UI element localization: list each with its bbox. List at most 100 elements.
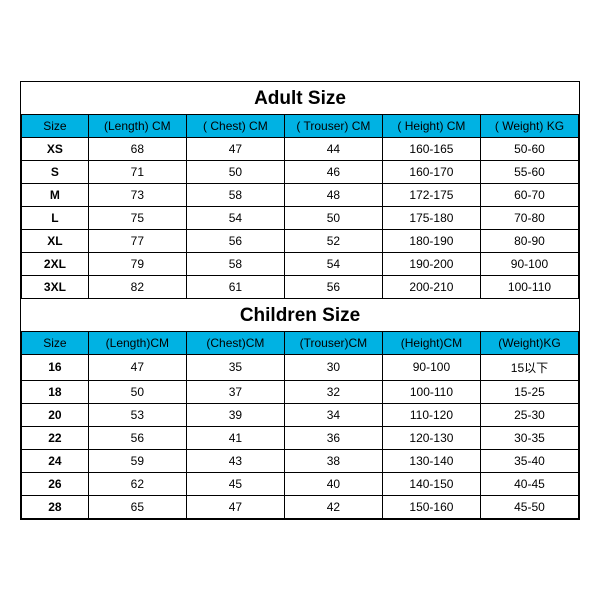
table-row: 24594338130-14035-40 (22, 449, 579, 472)
table-cell: 58 (186, 183, 284, 206)
table-cell: L (22, 206, 89, 229)
table-cell: 3XL (22, 275, 89, 298)
table-cell: 62 (88, 472, 186, 495)
table-cell: 58 (186, 252, 284, 275)
col-header: ( Weight) KG (480, 114, 578, 137)
table-cell: 50 (186, 160, 284, 183)
table-cell: 42 (284, 495, 382, 518)
table-cell: 48 (284, 183, 382, 206)
table-cell: 35 (186, 354, 284, 380)
table-cell: 50 (284, 206, 382, 229)
table-cell: 61 (186, 275, 284, 298)
col-header: (Weight)KG (480, 331, 578, 354)
table-cell: 130-140 (382, 449, 480, 472)
table-row: 1647353090-10015以下 (22, 354, 579, 380)
table-cell: 100-110 (480, 275, 578, 298)
table-cell: 120-130 (382, 426, 480, 449)
table-row: 2XL795854190-20090-100 (22, 252, 579, 275)
table-cell: 30 (284, 354, 382, 380)
table-cell: 37 (186, 380, 284, 403)
col-header: (Length) CM (88, 114, 186, 137)
children-body: 1647353090-10015以下18503732100-11015-2520… (22, 354, 579, 518)
table-cell: 15-25 (480, 380, 578, 403)
col-header: ( Chest) CM (186, 114, 284, 137)
table-cell: 71 (88, 160, 186, 183)
table-cell: 25-30 (480, 403, 578, 426)
table-row: L755450175-18070-80 (22, 206, 579, 229)
col-header: Size (22, 331, 89, 354)
table-row: XL775652180-19080-90 (22, 229, 579, 252)
table-row: S715046160-17055-60 (22, 160, 579, 183)
table-cell: 80-90 (480, 229, 578, 252)
table-cell: 47 (186, 495, 284, 518)
table-cell: 15以下 (480, 354, 578, 380)
table-cell: S (22, 160, 89, 183)
table-row: XS684744160-16550-60 (22, 137, 579, 160)
table-cell: 200-210 (382, 275, 480, 298)
table-cell: 16 (22, 354, 89, 380)
table-cell: 18 (22, 380, 89, 403)
table-cell: 82 (88, 275, 186, 298)
children-title: Children Size (21, 299, 579, 331)
children-table: Size (Length)CM (Chest)CM (Trouser)CM (H… (21, 331, 579, 519)
table-cell: 175-180 (382, 206, 480, 229)
table-cell: 24 (22, 449, 89, 472)
table-cell: 190-200 (382, 252, 480, 275)
col-header: (Length)CM (88, 331, 186, 354)
table-cell: 47 (186, 137, 284, 160)
table-cell: 55-60 (480, 160, 578, 183)
table-cell: 100-110 (382, 380, 480, 403)
table-cell: 54 (284, 252, 382, 275)
table-cell: 52 (284, 229, 382, 252)
adult-body: XS684744160-16550-60S715046160-17055-60M… (22, 137, 579, 298)
table-cell: 60-70 (480, 183, 578, 206)
table-row: 22564136120-13030-35 (22, 426, 579, 449)
table-cell: 38 (284, 449, 382, 472)
size-chart: Adult Size Size (Length) CM ( Chest) CM … (20, 81, 580, 520)
col-header: (Chest)CM (186, 331, 284, 354)
col-header: (Height)CM (382, 331, 480, 354)
table-cell: M (22, 183, 89, 206)
table-cell: 28 (22, 495, 89, 518)
table-cell: 26 (22, 472, 89, 495)
table-cell: 140-150 (382, 472, 480, 495)
col-header: Size (22, 114, 89, 137)
table-cell: 39 (186, 403, 284, 426)
table-cell: 45-50 (480, 495, 578, 518)
table-cell: 41 (186, 426, 284, 449)
table-row: 3XL826156200-210100-110 (22, 275, 579, 298)
table-cell: 77 (88, 229, 186, 252)
col-header: ( Trouser) CM (284, 114, 382, 137)
table-cell: 46 (284, 160, 382, 183)
table-cell: 180-190 (382, 229, 480, 252)
col-header: (Trouser)CM (284, 331, 382, 354)
table-cell: 20 (22, 403, 89, 426)
table-cell: 47 (88, 354, 186, 380)
table-row: 18503732100-11015-25 (22, 380, 579, 403)
table-cell: 73 (88, 183, 186, 206)
table-cell: XS (22, 137, 89, 160)
table-cell: 110-120 (382, 403, 480, 426)
table-row: 26624540140-15040-45 (22, 472, 579, 495)
table-cell: 160-165 (382, 137, 480, 160)
table-cell: 34 (284, 403, 382, 426)
table-row: M735848172-17560-70 (22, 183, 579, 206)
table-cell: 40-45 (480, 472, 578, 495)
table-cell: XL (22, 229, 89, 252)
table-row: 20533934110-12025-30 (22, 403, 579, 426)
table-cell: 70-80 (480, 206, 578, 229)
table-cell: 56 (284, 275, 382, 298)
table-cell: 32 (284, 380, 382, 403)
table-cell: 45 (186, 472, 284, 495)
adult-table: Size (Length) CM ( Chest) CM ( Trouser) … (21, 114, 579, 299)
table-cell: 50 (88, 380, 186, 403)
table-cell: 53 (88, 403, 186, 426)
table-row: 28654742150-16045-50 (22, 495, 579, 518)
table-cell: 90-100 (382, 354, 480, 380)
table-cell: 160-170 (382, 160, 480, 183)
table-cell: 150-160 (382, 495, 480, 518)
table-cell: 35-40 (480, 449, 578, 472)
table-cell: 56 (88, 426, 186, 449)
table-cell: 65 (88, 495, 186, 518)
table-cell: 22 (22, 426, 89, 449)
